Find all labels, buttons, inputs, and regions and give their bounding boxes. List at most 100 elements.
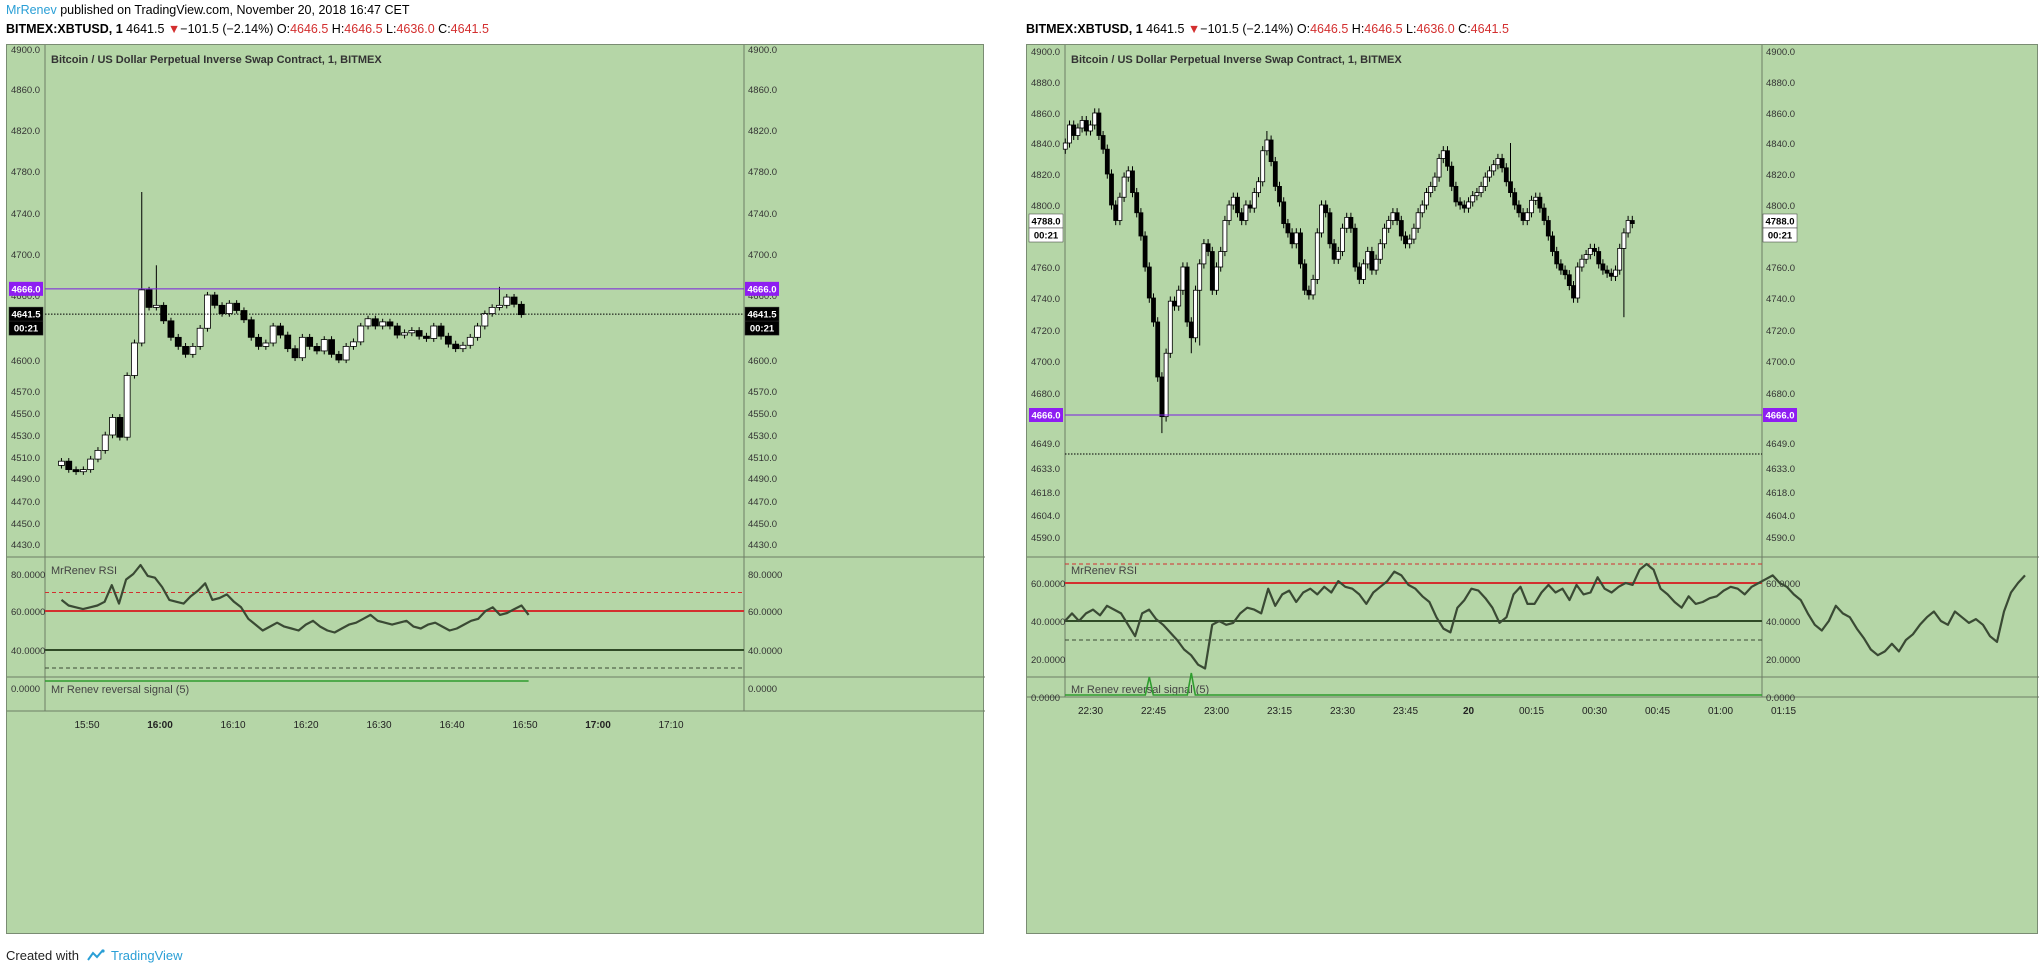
candle-body: [174, 336, 182, 347]
author-link[interactable]: MrRenev: [6, 3, 57, 17]
candle-body: [196, 327, 204, 347]
candle-body: [1062, 142, 1068, 150]
candle-body: [1310, 278, 1316, 296]
time-tick-label: 16:00: [147, 720, 173, 731]
candle-body: [1390, 212, 1396, 221]
time-tick-label: 15:50: [74, 720, 99, 731]
last-price: 4641.5: [126, 22, 165, 36]
candle-body: [1159, 376, 1165, 418]
ohlc-legend-left: BITMEX:XBTUSD, 1 4641.5 ▼−101.5 (−2.14%)…: [6, 22, 489, 36]
candle-body: [1298, 232, 1303, 265]
candle-body: [1457, 201, 1463, 206]
candle-body: [1285, 223, 1291, 234]
open-label: O:: [276, 22, 291, 36]
candle-body: [1260, 150, 1266, 183]
rsi-series-line: [60, 563, 530, 634]
time-tick-label: 17:10: [658, 720, 683, 731]
candle-body: [342, 345, 350, 361]
chart-panel-left[interactable]: 4900.0 4900.0 4860.0 4860.0 4820.0 4820.0 4780…: [6, 44, 985, 935]
candle-body: [109, 416, 116, 436]
candle-body: [1230, 196, 1236, 206]
chart-svg-left[interactable]: 4900.0 4900.0 4860.0 4860.0 4820.0 4820.0 4780…: [7, 45, 985, 935]
rsi-tick-label-left: 40.0000: [1031, 617, 1065, 628]
candle-body: [182, 345, 189, 355]
candle-body: [1516, 204, 1522, 214]
time-tick-label: 00:45: [1645, 706, 1670, 717]
candle-body: [116, 416, 124, 438]
price-tick-label-left: 4780.0: [11, 167, 40, 178]
candle-body: [1348, 216, 1354, 229]
candle-body: [1503, 167, 1509, 183]
last-price-label-left: 4788.0: [1031, 217, 1060, 228]
candle-body: [1239, 212, 1245, 221]
signal-name: Mr Renev reversal signal (5): [51, 684, 189, 696]
signal-series-line: [1065, 672, 1762, 696]
price-tick-label-left: 4820.0: [11, 126, 40, 137]
candle-body: [320, 339, 328, 352]
price-tick-label-left: 4740.0: [11, 209, 40, 220]
chart-title: Bitcoin / US Dollar Perpetual Inverse Sw…: [1071, 54, 1402, 66]
candle-body: [1327, 212, 1333, 245]
candle-body: [1629, 220, 1635, 224]
price-tick-label-right: 4649.0: [1766, 439, 1795, 450]
candle-body: [1625, 220, 1631, 234]
candle-body: [481, 313, 489, 327]
rsi-name: MrRenev RSI: [1071, 565, 1137, 577]
candle-body: [1394, 212, 1400, 221]
candle-body: [335, 353, 343, 361]
tradingview-link[interactable]: TradingView: [110, 948, 183, 963]
candle-body: [1398, 220, 1404, 237]
candle-body: [459, 344, 467, 350]
price-tick-label-left: 4740.0: [1031, 294, 1060, 305]
candle-body: [1373, 258, 1379, 271]
candle-body: [189, 345, 197, 355]
candle-body: [1562, 269, 1568, 276]
chart-panel-right[interactable]: 4900.0 4900.0 4880.0 4880.0 4860.0 4860.0 4840…: [1026, 44, 2039, 935]
time-tick-label: 00:15: [1519, 706, 1544, 717]
candle-body: [1453, 185, 1459, 203]
price-tick-label-left: 4633.0: [1031, 464, 1060, 475]
price-tick-label-right: 4550.0: [748, 409, 777, 420]
price-tick-label-left: 4530.0: [11, 431, 40, 442]
price-tick-label-right: 4680.0: [1766, 389, 1795, 400]
candle-body: [1092, 112, 1098, 126]
candle-body: [1071, 124, 1077, 136]
candle-body: [510, 296, 518, 305]
price-tick-label-right: 4600.0: [748, 356, 777, 367]
close-value: 4641.5: [1470, 22, 1509, 36]
signal-tick-label-left: 0.0000: [1031, 693, 1060, 704]
price-tick-label-left: 4840.0: [1031, 139, 1060, 150]
high-value: 4646.5: [1364, 22, 1403, 36]
last-price-label-left: 4641.5: [11, 310, 41, 321]
price-tick-label-left: 4470.0: [11, 497, 40, 508]
candle-body: [1487, 170, 1492, 178]
candle-body: [1545, 220, 1551, 237]
time-tick-label: 16:50: [512, 720, 537, 731]
candle-body: [1067, 124, 1072, 144]
down-arrow-icon: ▼: [167, 22, 181, 36]
candle-body: [1277, 185, 1282, 203]
candle-body: [1571, 285, 1576, 299]
candle-body: [1403, 235, 1408, 245]
chart-svg-right[interactable]: 4900.0 4900.0 4880.0 4880.0 4860.0 4860.0 4840…: [1027, 45, 2039, 935]
price-tick-label-left: 4604.0: [1031, 511, 1060, 522]
countdown-badge-left: [8, 320, 44, 336]
candle-body: [1323, 204, 1329, 214]
candle-body: [496, 304, 503, 308]
rsi-tick-label-right: 40.0000: [1766, 617, 1800, 628]
candle-body: [1088, 124, 1093, 132]
candle-body: [444, 335, 452, 345]
candle-body: [437, 325, 445, 337]
price-tick-label-left: 4510.0: [11, 453, 40, 464]
price-change: −101.5 (−2.14%): [1200, 22, 1294, 36]
candle-body: [1209, 251, 1215, 291]
candle-body: [1109, 173, 1114, 206]
candle-body: [1167, 300, 1173, 354]
candle-body: [1155, 321, 1161, 378]
price-tick-label-right: 4430.0: [748, 540, 777, 551]
candle-body: [1352, 227, 1358, 268]
price-tick-label-right: 4820.0: [1766, 170, 1795, 181]
candle-body: [1100, 135, 1106, 150]
candle-body: [386, 321, 394, 327]
signal-tick-label-right: 0.0000: [1766, 693, 1795, 704]
